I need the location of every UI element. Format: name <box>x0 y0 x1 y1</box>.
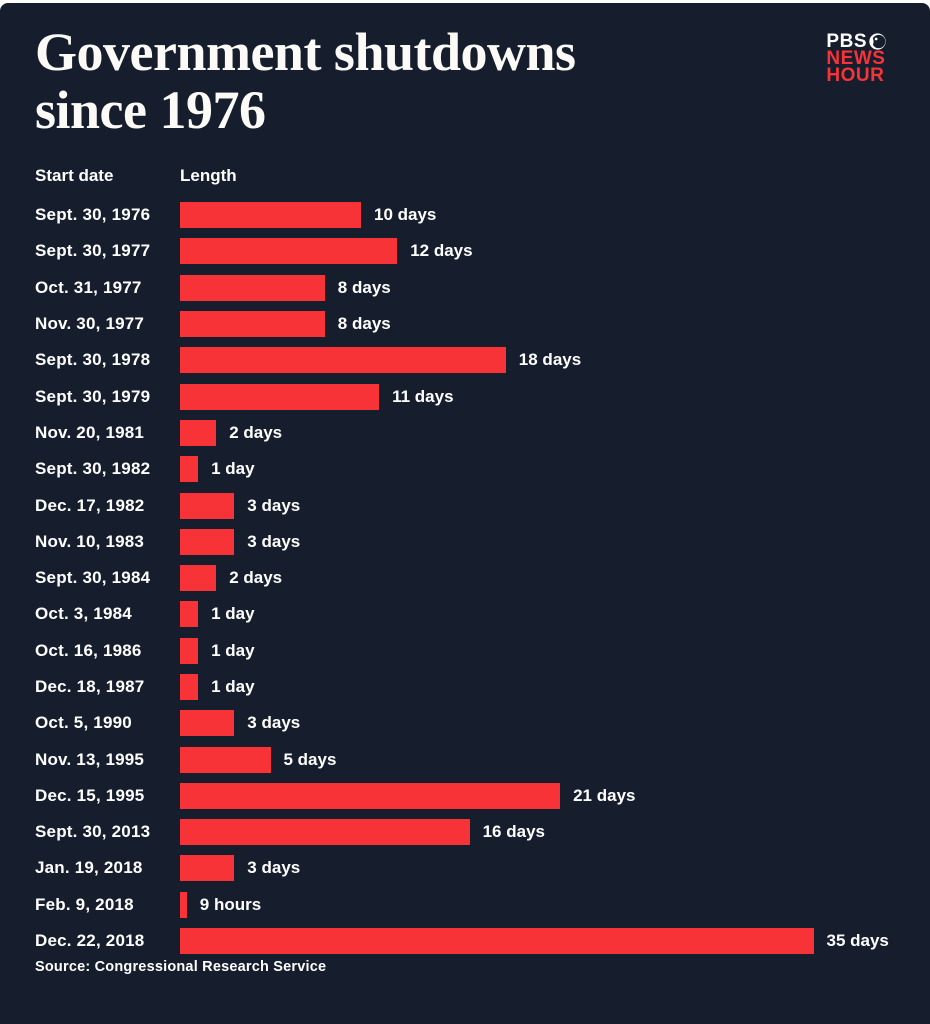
chart-row: Nov. 13, 1995 5 days <box>35 741 930 777</box>
chart-row: Oct. 31, 1977 8 days <box>35 270 930 306</box>
row-date: Oct. 3, 1984 <box>35 604 132 624</box>
row-date: Sept. 30, 1979 <box>35 386 151 406</box>
chart-row: Dec. 18, 1987 1 day <box>35 669 930 705</box>
bar-value-label: 9 hours <box>199 894 262 914</box>
bar <box>180 601 199 628</box>
row-date: Nov. 13, 1995 <box>35 749 145 769</box>
bar <box>180 383 380 410</box>
logo-news-text: NEWS <box>826 48 886 69</box>
pbs-newshour-logo: PBS NEWS HOUR <box>826 31 886 86</box>
bar <box>180 528 235 555</box>
chart-row: Sept. 30, 1978 18 days <box>35 342 930 378</box>
row-date: Feb. 9, 2018 <box>35 894 134 914</box>
logo-hour-text: HOUR <box>826 65 885 86</box>
chart-row: Sept. 30, 1982 1 day <box>35 451 930 487</box>
bar-value-label: 18 days <box>518 350 582 370</box>
chart-row: Oct. 16, 1986 1 day <box>35 633 930 669</box>
chart-row: Oct. 5, 1990 3 days <box>35 705 930 741</box>
column-header-start-date: Start date <box>35 166 114 185</box>
bar-value-label: 16 days <box>482 822 545 842</box>
bar <box>180 928 814 955</box>
bar <box>180 274 325 301</box>
source-credit: Source: Congressional Research Service <box>35 959 327 975</box>
chart-row: Sept. 30, 1984 2 days <box>35 560 930 596</box>
chart-row: Nov. 20, 1981 2 days <box>35 415 930 451</box>
chart-row: Oct. 3, 1984 1 day <box>35 596 930 632</box>
bar-value-label: 1 day <box>211 604 255 624</box>
bar <box>180 456 199 483</box>
bar <box>180 419 217 446</box>
row-date: Oct. 31, 1977 <box>35 277 142 297</box>
row-date: Dec. 22, 2018 <box>35 931 145 951</box>
chart-row: Dec. 17, 1982 3 days <box>35 487 930 523</box>
chart-row: Dec. 22, 2018 35 days <box>35 923 930 959</box>
logo-pbs-text: PBS <box>826 31 867 52</box>
bar <box>180 238 398 265</box>
column-header-length: Length <box>180 166 237 185</box>
chart-row: Sept. 30, 1977 12 days <box>35 233 930 269</box>
bar <box>180 347 506 374</box>
title-line-1: Government shutdowns <box>35 22 576 82</box>
row-date: Sept. 30, 2013 <box>35 822 151 842</box>
row-date: Jan. 19, 2018 <box>35 858 143 878</box>
bar <box>180 782 561 809</box>
row-date: Oct. 5, 1990 <box>35 713 132 733</box>
chart-row: Feb. 9, 2018 9 hours <box>35 887 930 923</box>
chart-row: Dec. 15, 1995 21 days <box>35 778 930 814</box>
bar-value-label: 2 days <box>229 568 283 588</box>
row-date: Nov. 20, 1981 <box>35 422 145 442</box>
bar-value-label: 35 days <box>826 931 889 951</box>
bar-value-label: 3 days <box>247 713 301 733</box>
bar <box>180 565 217 592</box>
row-date: Dec. 17, 1982 <box>35 495 145 515</box>
chart-row: Nov. 10, 1983 3 days <box>35 524 930 560</box>
infographic-canvas: Government shutdowns since 1976 PBS NEWS… <box>0 3 930 1024</box>
bar-value-label: 12 days <box>410 241 473 261</box>
bar-value-label: 21 days <box>573 785 636 805</box>
bar <box>180 637 199 664</box>
column-headers: Start date Length <box>35 166 895 186</box>
row-date: Sept. 30, 1982 <box>35 459 151 479</box>
page-title: Government shutdowns since 1976 <box>35 23 576 139</box>
bar-value-label: 10 days <box>374 205 437 225</box>
bar-value-label: 8 days <box>337 314 391 334</box>
row-date: Sept. 30, 1984 <box>35 568 151 588</box>
bar <box>180 891 187 918</box>
chart-row: Sept. 30, 1976 10 days <box>35 197 930 233</box>
chart-row: Nov. 30, 1977 8 days <box>35 306 930 342</box>
bar <box>180 855 235 882</box>
pbs-face-icon <box>869 33 886 50</box>
bar-value-label: 3 days <box>247 531 301 551</box>
bar-value-label: 5 days <box>283 749 337 769</box>
bar <box>180 819 470 846</box>
row-date: Dec. 15, 1995 <box>35 785 145 805</box>
bar <box>180 311 325 338</box>
bar-value-label: 1 day <box>211 459 255 479</box>
title-line-2: since 1976 <box>35 80 266 140</box>
row-date: Oct. 16, 1986 <box>35 640 142 660</box>
bar-value-label: 11 days <box>392 386 454 406</box>
row-date: Nov. 30, 1977 <box>35 314 145 334</box>
bar <box>180 746 271 773</box>
bar-value-label: 1 day <box>211 677 255 696</box>
bar <box>180 492 235 519</box>
chart-rows: Sept. 30, 1976 10 days Sept. 30, 1977 12… <box>35 197 930 959</box>
row-date: Sept. 30, 1977 <box>35 241 151 261</box>
bar-value-label: 3 days <box>247 495 301 515</box>
bar <box>180 710 235 737</box>
chart-row: Sept. 30, 1979 11 days <box>35 378 930 414</box>
chart-row: Jan. 19, 2018 3 days <box>35 850 930 886</box>
bar-value-label: 1 day <box>211 640 255 660</box>
bar <box>180 202 361 229</box>
row-date: Nov. 10, 1983 <box>35 531 145 551</box>
row-date: Sept. 30, 1976 <box>35 205 151 225</box>
bar <box>180 674 199 700</box>
logo-pbs-line: PBS <box>826 31 886 52</box>
row-date: Sept. 30, 1978 <box>35 350 151 370</box>
row-date: Dec. 18, 1987 <box>35 677 145 696</box>
bar-value-label: 8 days <box>337 277 391 297</box>
chart-row: Sept. 30, 2013 16 days <box>35 814 930 850</box>
bar-value-label: 3 days <box>247 858 301 878</box>
bar-value-label: 2 days <box>229 422 283 442</box>
